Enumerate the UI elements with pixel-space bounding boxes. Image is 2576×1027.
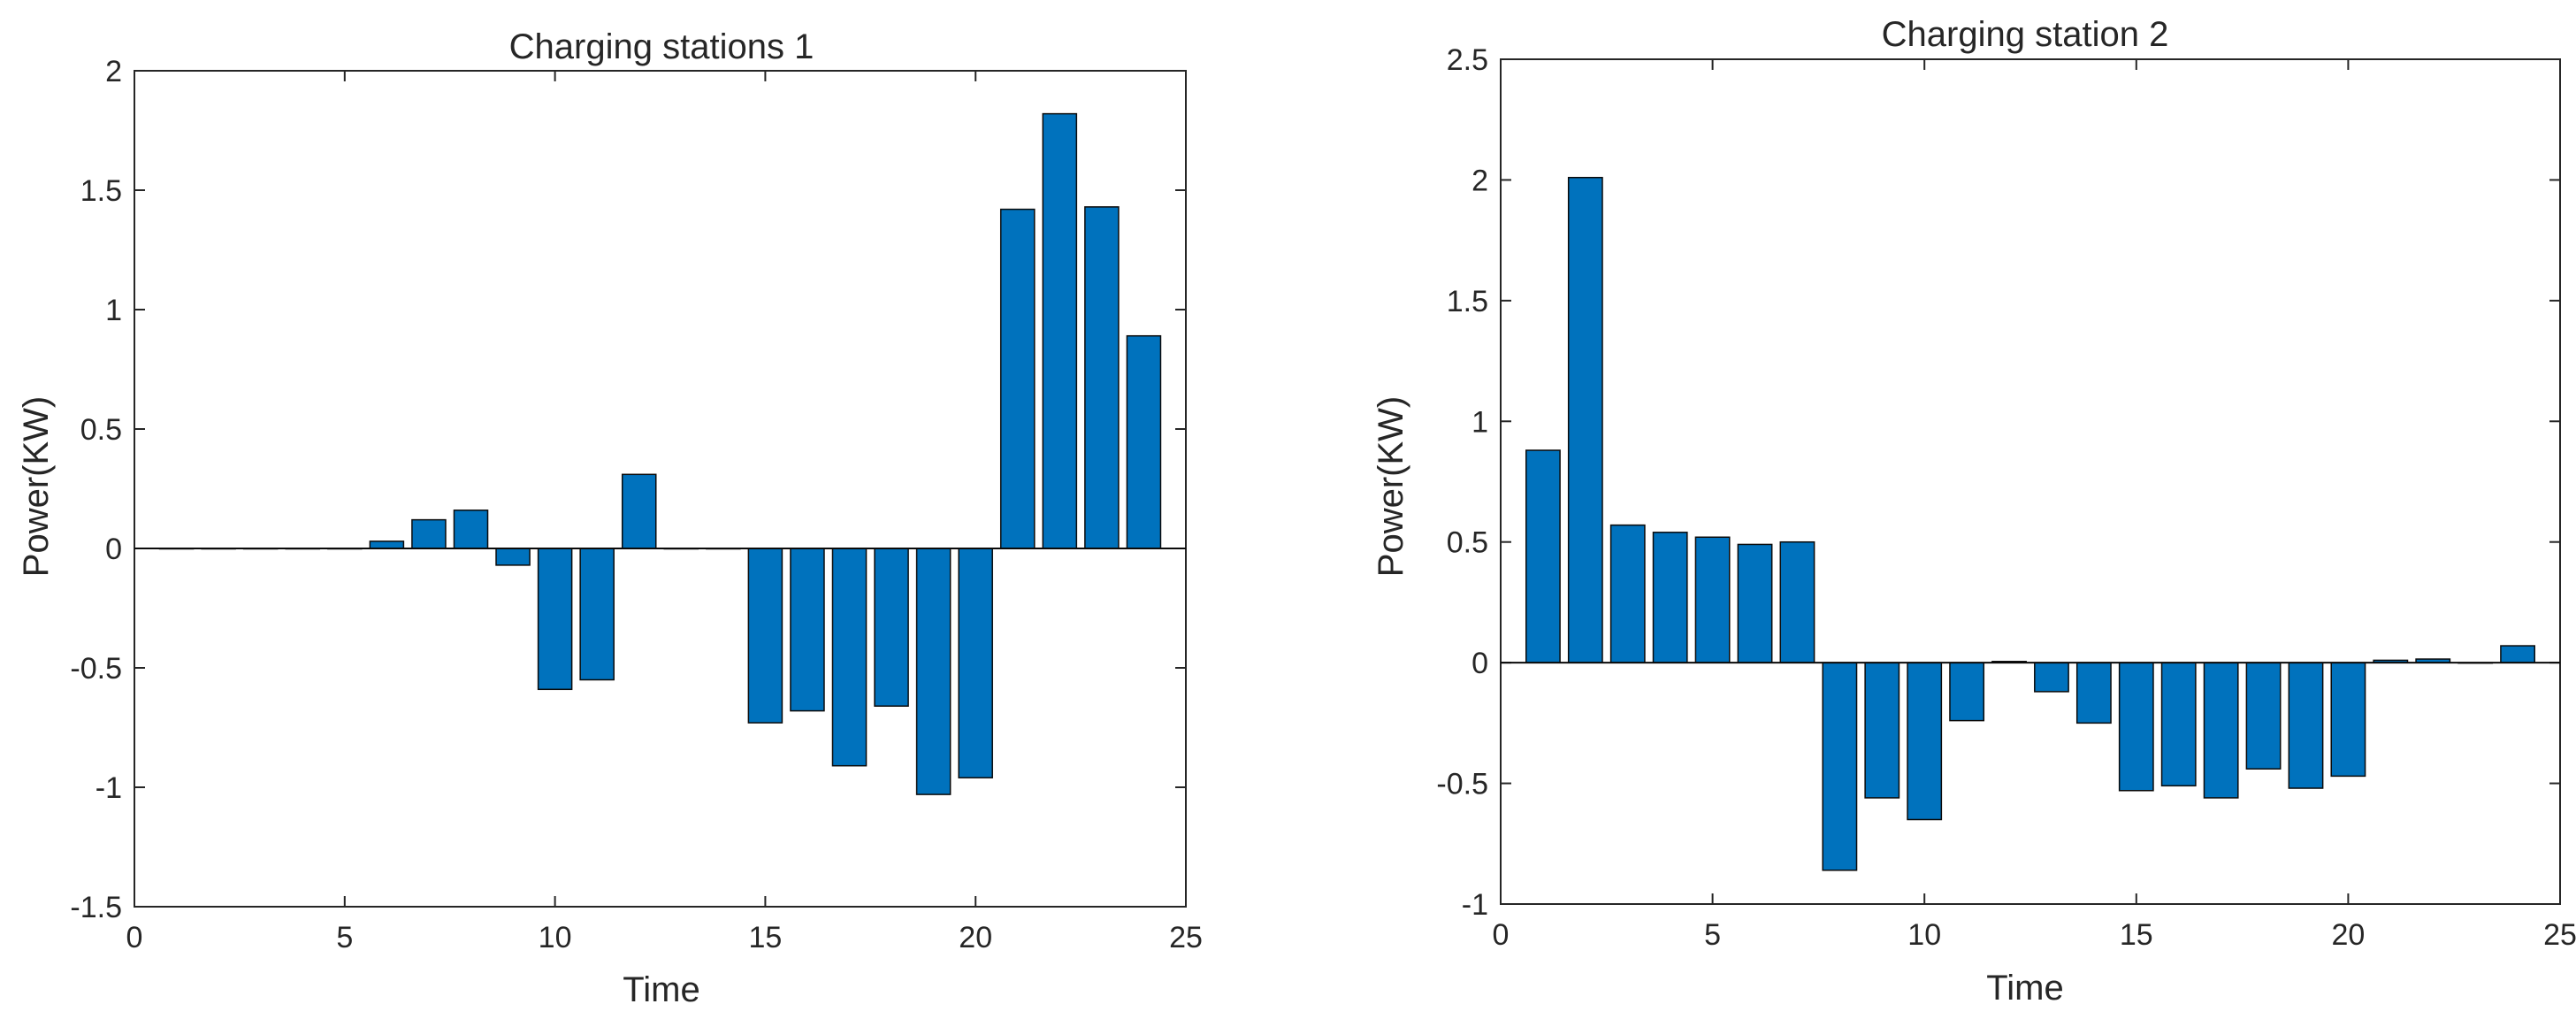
chart-1-bar-t23 — [1084, 206, 1120, 549]
chart-2-bar-t11 — [1949, 662, 1985, 722]
chart-2-y-tick-label: 1 — [1471, 405, 1488, 439]
chart-1-bar-t18 — [874, 548, 909, 707]
chart-2-bar-t9 — [1864, 662, 1900, 799]
chart-1-x-tick-label: 10 — [539, 921, 572, 954]
chart-2-bar-t17 — [2203, 662, 2239, 799]
chart-2-y-tick-label: 2 — [1471, 164, 1488, 197]
chart-1-bar-t7 — [411, 518, 447, 549]
chart-2-x-tick-label: 25 — [2543, 918, 2576, 952]
chart-2-bar-t14 — [2075, 662, 2112, 724]
chart-2-bar-t24 — [2500, 645, 2535, 663]
chart-1-bar-t17 — [831, 548, 868, 767]
chart-1-axes-box — [134, 70, 1187, 908]
chart-1-bar-t8 — [453, 510, 489, 549]
chart-1-y-axis-label: Power(KW) — [17, 396, 56, 577]
chart-1-x-tick-label: 5 — [336, 921, 353, 954]
chart-2-bar-t7 — [1779, 540, 1815, 663]
chart-2-y-tick-label: 2.5 — [1447, 43, 1488, 77]
chart-2-y-tick-label: 0.5 — [1447, 526, 1488, 560]
chart-2-x-axis-label: Time — [1986, 969, 2063, 1008]
chart-2-x-tick-label: 5 — [1704, 918, 1721, 952]
chart-2-bar-t6 — [1737, 543, 1773, 663]
chart-2-x-tick-label: 15 — [2120, 918, 2153, 952]
chart-2-x-tick-label: 10 — [1907, 918, 1941, 952]
chart-1-bar-t24 — [1126, 334, 1162, 549]
chart-2-bar-t5 — [1694, 536, 1731, 663]
chart-1-bar-t20 — [958, 548, 993, 778]
chart-1-bar-t10 — [537, 548, 573, 691]
chart-2-y-tick-label: 0 — [1471, 647, 1488, 680]
chart-2-bar-t4 — [1652, 532, 1688, 663]
chart-1-y-tick-label: 0.5 — [80, 413, 122, 447]
chart-2-y-axis-label: Power(KW) — [1372, 396, 1410, 577]
chart-1-y-tick-label: 2 — [105, 55, 122, 88]
chart-1-x-tick-label: 0 — [126, 921, 143, 954]
chart-1-bar-t12 — [621, 473, 657, 549]
chart-1-bar-t6 — [369, 540, 405, 549]
chart-2-bar-t15 — [2118, 662, 2154, 792]
chart-charging-station-2: Charging station 2 Time Power(KW) 0 5 10 15… — [1372, 15, 2576, 1008]
chart-1-bar-t22 — [1042, 112, 1078, 549]
chart-2-bar-t13 — [2034, 662, 2069, 693]
chart-2-bar-t18 — [2245, 662, 2282, 770]
chart-2-bar-t3 — [1609, 524, 1646, 663]
chart-1-x-tick-label: 20 — [959, 921, 992, 954]
chart-2-bar-t2 — [1567, 176, 1603, 663]
chart-1-bar-t9 — [495, 548, 531, 566]
chart-1-x-tick-label: 15 — [748, 921, 782, 954]
chart-2-y-tick-label: -1 — [1462, 888, 1488, 922]
chart-1-y-tick-label: -0.5 — [70, 652, 122, 686]
chart-2-bar-t10 — [1907, 662, 1943, 821]
chart-1-y-tick-label: 1 — [105, 294, 122, 327]
chart-2-y-tick-label: -0.5 — [1436, 768, 1488, 801]
chart-2-x-tick-label: 20 — [2331, 918, 2365, 952]
chart-2-bar-t16 — [2160, 662, 2197, 787]
chart-1-y-tick-label: -1.5 — [70, 891, 122, 924]
chart-2-axes-box — [1500, 58, 2561, 905]
chart-1-bar-t19 — [915, 548, 952, 795]
chart-1-x-axis-label: Time — [623, 970, 699, 1009]
chart-2-bar-t8 — [1822, 662, 1858, 871]
chart-2-title: Charging station 2 — [1882, 15, 2169, 54]
chart-1-y-tick-label: -1 — [96, 771, 122, 805]
chart-2-bar-t1 — [1525, 449, 1561, 663]
chart-1-bar-t16 — [790, 548, 825, 712]
chart-2-y-tick-label: 1.5 — [1447, 285, 1488, 318]
chart-2-bar-t20 — [2330, 662, 2366, 778]
chart-1-y-tick-label: 0 — [105, 533, 122, 566]
chart-2-bar-t19 — [2288, 662, 2324, 789]
chart-1-title: Charging stations 1 — [509, 27, 814, 66]
chart-1-bar-t11 — [579, 548, 615, 681]
chart-1-x-tick-label: 25 — [1169, 921, 1203, 954]
chart-charging-station-1: Charging stations 1 Time Power(KW) 0 5 10 1… — [17, 27, 1203, 1009]
chart-1-bar-t15 — [747, 548, 784, 724]
chart-1-y-tick-label: 1.5 — [80, 174, 122, 208]
chart-2-x-tick-label: 0 — [1493, 918, 1510, 952]
chart-1-bar-t21 — [999, 208, 1036, 549]
